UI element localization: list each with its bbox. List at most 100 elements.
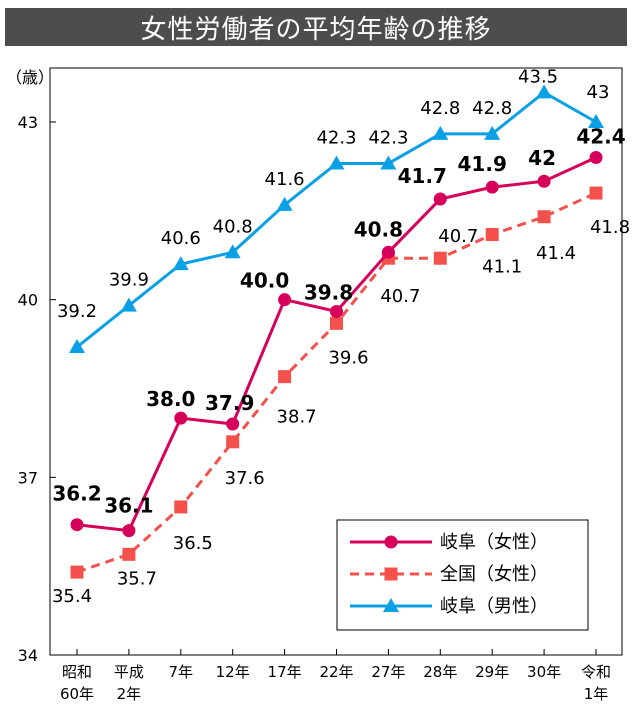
- x-tick-label: 29年: [475, 663, 509, 681]
- data-label-gifu-female: 37.9: [205, 391, 254, 415]
- data-label-gifu-male: 42.3: [316, 127, 356, 148]
- data-labels: 39.2 39.9 40.6 40.8 41.6 42.3 42.3 42.8 42.8 43.5…: [52, 66, 630, 607]
- x-tick-label: 7年: [169, 663, 194, 681]
- y-tick-label: 37: [18, 468, 38, 487]
- data-label-national-female: 41.8: [590, 217, 630, 238]
- series-gifu-female: [70, 151, 603, 538]
- data-label-gifu-male: 40.6: [161, 228, 201, 249]
- series-line-national-female: [76, 191, 597, 574]
- y-axis-label: （歳）: [6, 68, 54, 87]
- data-point-gifu-female: [485, 180, 499, 194]
- y-tick-label: 43: [18, 113, 38, 132]
- data-label-national-female: 37.6: [225, 468, 265, 489]
- data-point-gifu-male: [172, 256, 189, 271]
- data-point-gifu-male: [224, 244, 241, 259]
- data-label-gifu-female: 36.2: [52, 482, 101, 506]
- legend-item-gifu-female: 岐阜（女性）: [350, 532, 548, 553]
- data-point-gifu-male: [484, 125, 501, 140]
- series-line-gifu-female: [76, 156, 597, 533]
- data-label-gifu-female: 39.8: [304, 281, 353, 305]
- x-tick-label: 令和 1年: [581, 663, 611, 703]
- data-point-national-female: [122, 547, 136, 561]
- data-point-gifu-male: [380, 155, 397, 170]
- data-point-gifu-female: [226, 417, 240, 431]
- series-national-female: [70, 186, 603, 579]
- data-point-gifu-female: [381, 245, 395, 259]
- data-point-gifu-male: [276, 196, 293, 211]
- data-label-gifu-male: 39.2: [57, 301, 97, 322]
- data-point-national-female: [70, 565, 84, 579]
- data-point-gifu-female: [70, 518, 84, 532]
- data-point-national-female: [174, 500, 188, 514]
- x-tick-label: 昭和 60年: [60, 663, 94, 703]
- data-point-national-female: [278, 370, 292, 384]
- data-point-gifu-female: [122, 524, 136, 538]
- data-point-gifu-male: [328, 155, 345, 170]
- data-label-gifu-female: 40.8: [354, 217, 403, 241]
- data-point-gifu-female: [174, 411, 188, 425]
- data-point-national-female: [330, 316, 343, 330]
- legend-item-national-female: 全国（女性）: [350, 564, 548, 585]
- data-label-gifu-male: 43.5: [518, 66, 558, 87]
- data-label-national-female: 41.4: [536, 243, 576, 264]
- data-label-national-female: 40.7: [380, 286, 420, 307]
- data-point-gifu-male: [536, 84, 553, 99]
- legend-label: 岐阜（女性）: [440, 532, 548, 553]
- data-label-gifu-male: 41.6: [265, 169, 305, 190]
- data-point-national-female: [537, 210, 551, 224]
- legend-marker: [384, 567, 398, 581]
- data-point-gifu-male: [69, 339, 85, 354]
- y-tick-label: 40: [18, 291, 38, 310]
- legend-marker: [383, 598, 399, 612]
- data-point-national-female: [485, 228, 499, 242]
- x-tick-label: 30年: [527, 663, 561, 681]
- x-tick-label: 12年: [216, 663, 250, 681]
- data-point-national-female: [226, 435, 240, 449]
- legend-item-gifu-male: 岐阜（男性）: [350, 596, 548, 617]
- data-label-gifu-male: 39.9: [109, 270, 149, 291]
- data-label-national-female: 40.7: [438, 226, 478, 247]
- data-point-national-female: [433, 251, 447, 265]
- y-axis: 34 37 40 43: [18, 113, 56, 665]
- data-label-gifu-male: 42.3: [368, 127, 408, 148]
- data-label-gifu-female: 38.0: [146, 387, 195, 411]
- x-tick-label: 22年: [319, 663, 353, 681]
- data-point-gifu-female: [278, 293, 292, 307]
- data-label-gifu-female: 42: [528, 146, 556, 170]
- data-label-gifu-male: 42.8: [420, 98, 460, 119]
- data-label-national-female: 35.7: [117, 568, 157, 589]
- legend-label: 全国（女性）: [440, 564, 548, 585]
- data-point-national-female: [589, 186, 603, 200]
- data-label-gifu-female: 41.9: [458, 152, 507, 176]
- data-label-gifu-male: 43: [587, 82, 610, 103]
- x-tick-label: 平成 2年: [114, 663, 144, 703]
- data-point-gifu-female: [330, 305, 343, 319]
- data-point-gifu-female: [589, 151, 603, 165]
- data-label-gifu-male: 42.8: [472, 98, 512, 119]
- data-label-national-female: 39.6: [328, 347, 368, 368]
- chart-title: 女性労働者の平均年齢の推移: [140, 14, 492, 45]
- data-label-national-female: 36.5: [173, 533, 213, 554]
- data-label-gifu-female: 41.7: [398, 164, 447, 188]
- legend-marker: [384, 535, 398, 549]
- data-point-gifu-male: [432, 125, 449, 140]
- y-tick-label: 34: [18, 646, 38, 665]
- data-point-gifu-female: [537, 174, 551, 188]
- legend-label: 岐阜（男性）: [440, 596, 548, 617]
- data-label-national-female: 41.1: [482, 257, 522, 278]
- data-point-gifu-female: [433, 192, 447, 206]
- data-point-gifu-male: [120, 297, 137, 312]
- data-label-gifu-female: 36.1: [104, 494, 153, 518]
- data-label-gifu-female: 40.0: [240, 269, 289, 293]
- x-tick-label: 28年: [423, 663, 457, 681]
- legend-box: [336, 519, 589, 631]
- series-gifu-male: [69, 84, 604, 354]
- x-tick-label: 27年: [371, 663, 405, 681]
- data-label-national-female: 38.7: [277, 407, 317, 428]
- chart-title-bar: 女性労働者の平均年齢の推移: [5, 8, 627, 46]
- data-point-gifu-male: [588, 114, 604, 128]
- data-label-gifu-male: 40.8: [213, 216, 253, 237]
- series-layer: [69, 84, 604, 579]
